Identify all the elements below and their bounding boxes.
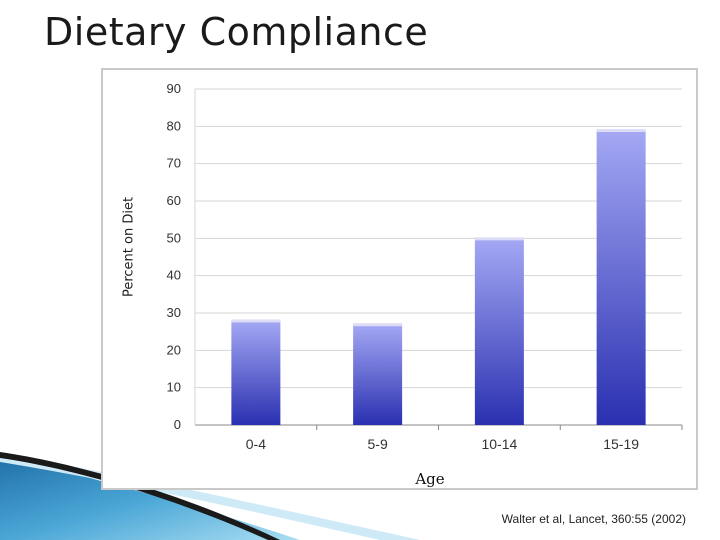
- y-tick-label: 0: [174, 417, 181, 432]
- bar-15-19: [596, 130, 646, 426]
- x-axis-label: Age: [415, 470, 445, 488]
- bar-5-9: [353, 324, 403, 425]
- bar-0-4: [231, 320, 281, 425]
- x-tick-label: 5-9: [368, 436, 388, 452]
- y-tick-label: 60: [167, 193, 181, 208]
- x-tick-label: 0-4: [246, 436, 266, 452]
- bar-cap-5-9: [353, 323, 403, 327]
- bar-cap-0-4: [231, 319, 281, 323]
- y-tick-label: 80: [167, 118, 181, 133]
- bar-10-14: [474, 238, 524, 425]
- y-axis-label: Percent on Diet: [121, 196, 137, 298]
- y-tick-labels: 0 10 20 30 40 50 60 70 80 90: [167, 81, 181, 432]
- y-tick-label: 30: [167, 305, 181, 320]
- y-tick-label: 70: [167, 156, 181, 171]
- y-tick-label: 10: [167, 380, 181, 395]
- swoosh-dark-stroke: [0, 452, 280, 540]
- x-tick-labels: 0-4 5-9 10-14 15-19: [246, 425, 683, 452]
- x-tick-label: 10-14: [481, 436, 517, 452]
- bars: [231, 129, 646, 426]
- x-tick-label: 15-19: [603, 436, 639, 452]
- citation: Walter et al, Lancet, 360:55 (2002): [501, 512, 686, 526]
- y-tick-label: 20: [167, 342, 181, 357]
- y-tick-label: 40: [167, 268, 181, 283]
- bar-cap-10-14: [474, 237, 524, 241]
- y-tick-label: 90: [167, 81, 181, 96]
- y-tick-label: 50: [167, 230, 181, 245]
- bar-cap-15-19: [596, 129, 646, 133]
- slide-title: Dietary Compliance: [44, 10, 429, 54]
